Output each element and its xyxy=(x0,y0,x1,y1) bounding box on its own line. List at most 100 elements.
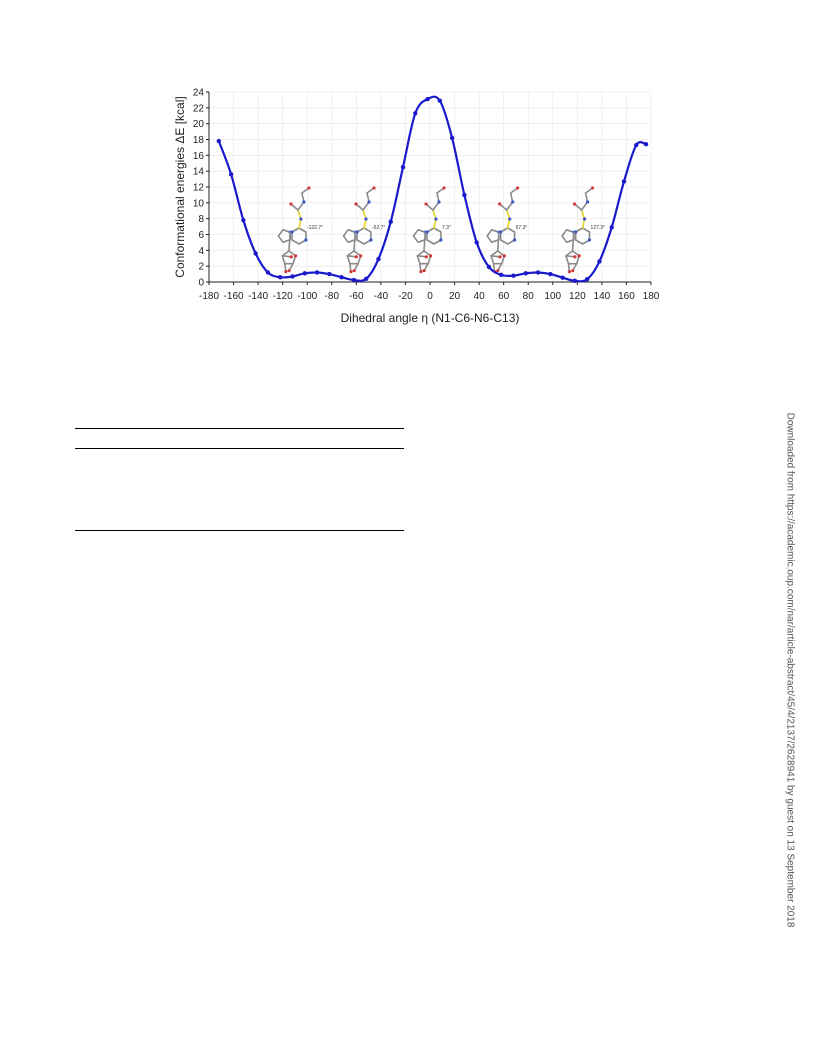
structure-atom xyxy=(419,270,423,274)
structure-atom xyxy=(508,217,512,221)
structure-atom xyxy=(573,255,577,259)
y-tick-label: 18 xyxy=(193,135,205,146)
y-tick-label: 4 xyxy=(198,246,204,257)
data-point xyxy=(253,251,258,256)
y-tick-label: 12 xyxy=(193,183,205,194)
data-point xyxy=(265,270,271,275)
data-point xyxy=(474,240,479,245)
data-point xyxy=(228,172,234,177)
structure-atom xyxy=(424,255,428,259)
structure-atom xyxy=(516,186,520,190)
structure-bond xyxy=(362,201,370,211)
data-point xyxy=(449,135,455,141)
data-point xyxy=(597,259,602,264)
structure-atom xyxy=(287,269,291,273)
structure-atom xyxy=(571,269,575,273)
x-tick-label: -160 xyxy=(224,291,244,302)
structure-atom xyxy=(498,255,502,259)
structure-atom xyxy=(587,238,592,242)
data-point xyxy=(572,278,578,284)
data-point xyxy=(548,271,553,277)
angle-label: 7.3° xyxy=(442,225,451,231)
structure-bond xyxy=(499,227,516,245)
data-point xyxy=(634,142,639,148)
structure-bond xyxy=(486,229,500,243)
table-bottom-rule xyxy=(75,530,404,531)
angle-label: -52.7° xyxy=(372,225,385,231)
energy-series xyxy=(216,95,649,284)
structure-bond xyxy=(505,201,514,211)
data-point xyxy=(351,277,357,283)
structure-atom xyxy=(439,238,443,242)
x-tick-label: 0 xyxy=(427,291,433,302)
structure-4 xyxy=(486,186,520,274)
y-tick-label: 20 xyxy=(193,119,205,130)
structure-bond xyxy=(561,229,575,243)
structure-atom xyxy=(284,270,288,274)
table-top-rule xyxy=(75,428,404,429)
data-point xyxy=(314,270,320,275)
data-point xyxy=(290,274,295,279)
structure-atom xyxy=(289,202,293,206)
data-point xyxy=(425,96,430,102)
data-point xyxy=(523,271,528,276)
structure-3 xyxy=(412,186,446,274)
structure-bond xyxy=(288,231,292,252)
structure-atom xyxy=(352,269,356,273)
structure-atom xyxy=(511,200,515,204)
structure-atom xyxy=(304,238,308,242)
data-point xyxy=(241,218,246,223)
structure-atom xyxy=(567,270,572,274)
structure-bond xyxy=(580,201,589,211)
chart-grid xyxy=(208,91,652,283)
data-point xyxy=(413,111,418,116)
data-point xyxy=(400,165,406,170)
data-point xyxy=(584,277,590,282)
x-tick-label: -120 xyxy=(273,291,293,302)
structure-atom xyxy=(498,202,502,206)
structure-1 xyxy=(277,186,311,274)
data-point xyxy=(216,138,222,144)
x-tick-label: 60 xyxy=(498,291,510,302)
structure-bond xyxy=(342,229,357,243)
structure-atom xyxy=(364,217,368,221)
structure-atom xyxy=(349,270,353,274)
data-point xyxy=(339,275,344,280)
x-tick-label: 120 xyxy=(569,291,586,302)
structure-atom xyxy=(496,269,500,273)
y-axis-label: Conformational energies ΔE [kcal] xyxy=(173,96,187,277)
structure-atom xyxy=(359,254,363,258)
data-point xyxy=(437,98,443,103)
data-point xyxy=(486,264,492,270)
x-ticks: -180 -160 -140 -120 -100 -80 -60 -40 -20 0 20 40 60 8… xyxy=(199,282,660,302)
structure-atom xyxy=(442,186,446,190)
structure-atom xyxy=(422,269,426,273)
x-tick-label: 20 xyxy=(449,291,461,302)
structure-atom xyxy=(437,200,441,204)
x-tick-label: -40 xyxy=(374,291,389,302)
structure-atom xyxy=(354,255,358,259)
y-tick-label: 10 xyxy=(193,198,205,209)
structure-atom xyxy=(302,200,306,204)
x-tick-label: 180 xyxy=(643,291,660,302)
structure-5 xyxy=(561,186,595,274)
x-tick-label: -140 xyxy=(248,291,268,302)
y-tick-label: 2 xyxy=(198,262,204,273)
data-point xyxy=(535,270,541,275)
structure-2 xyxy=(342,186,376,274)
y-tick-label: 22 xyxy=(193,103,205,114)
structure-atom xyxy=(429,254,433,258)
structure-bond xyxy=(496,231,500,252)
energy-chart: -180 -160 -140 -120 -100 -80 -60 -40 -20 0 20 40 60 8… xyxy=(173,88,660,326)
molecular-structures xyxy=(277,186,595,274)
structure-bond xyxy=(571,231,575,252)
y-tick-label: 24 xyxy=(193,88,205,99)
structure-atom xyxy=(294,254,298,258)
y-tick-label: 16 xyxy=(193,151,205,162)
angle-label: 127.3° xyxy=(591,225,606,231)
x-tick-label: 140 xyxy=(594,291,611,302)
x-tick-label: 100 xyxy=(544,291,561,302)
data-point xyxy=(511,273,516,278)
data-point xyxy=(609,225,614,230)
